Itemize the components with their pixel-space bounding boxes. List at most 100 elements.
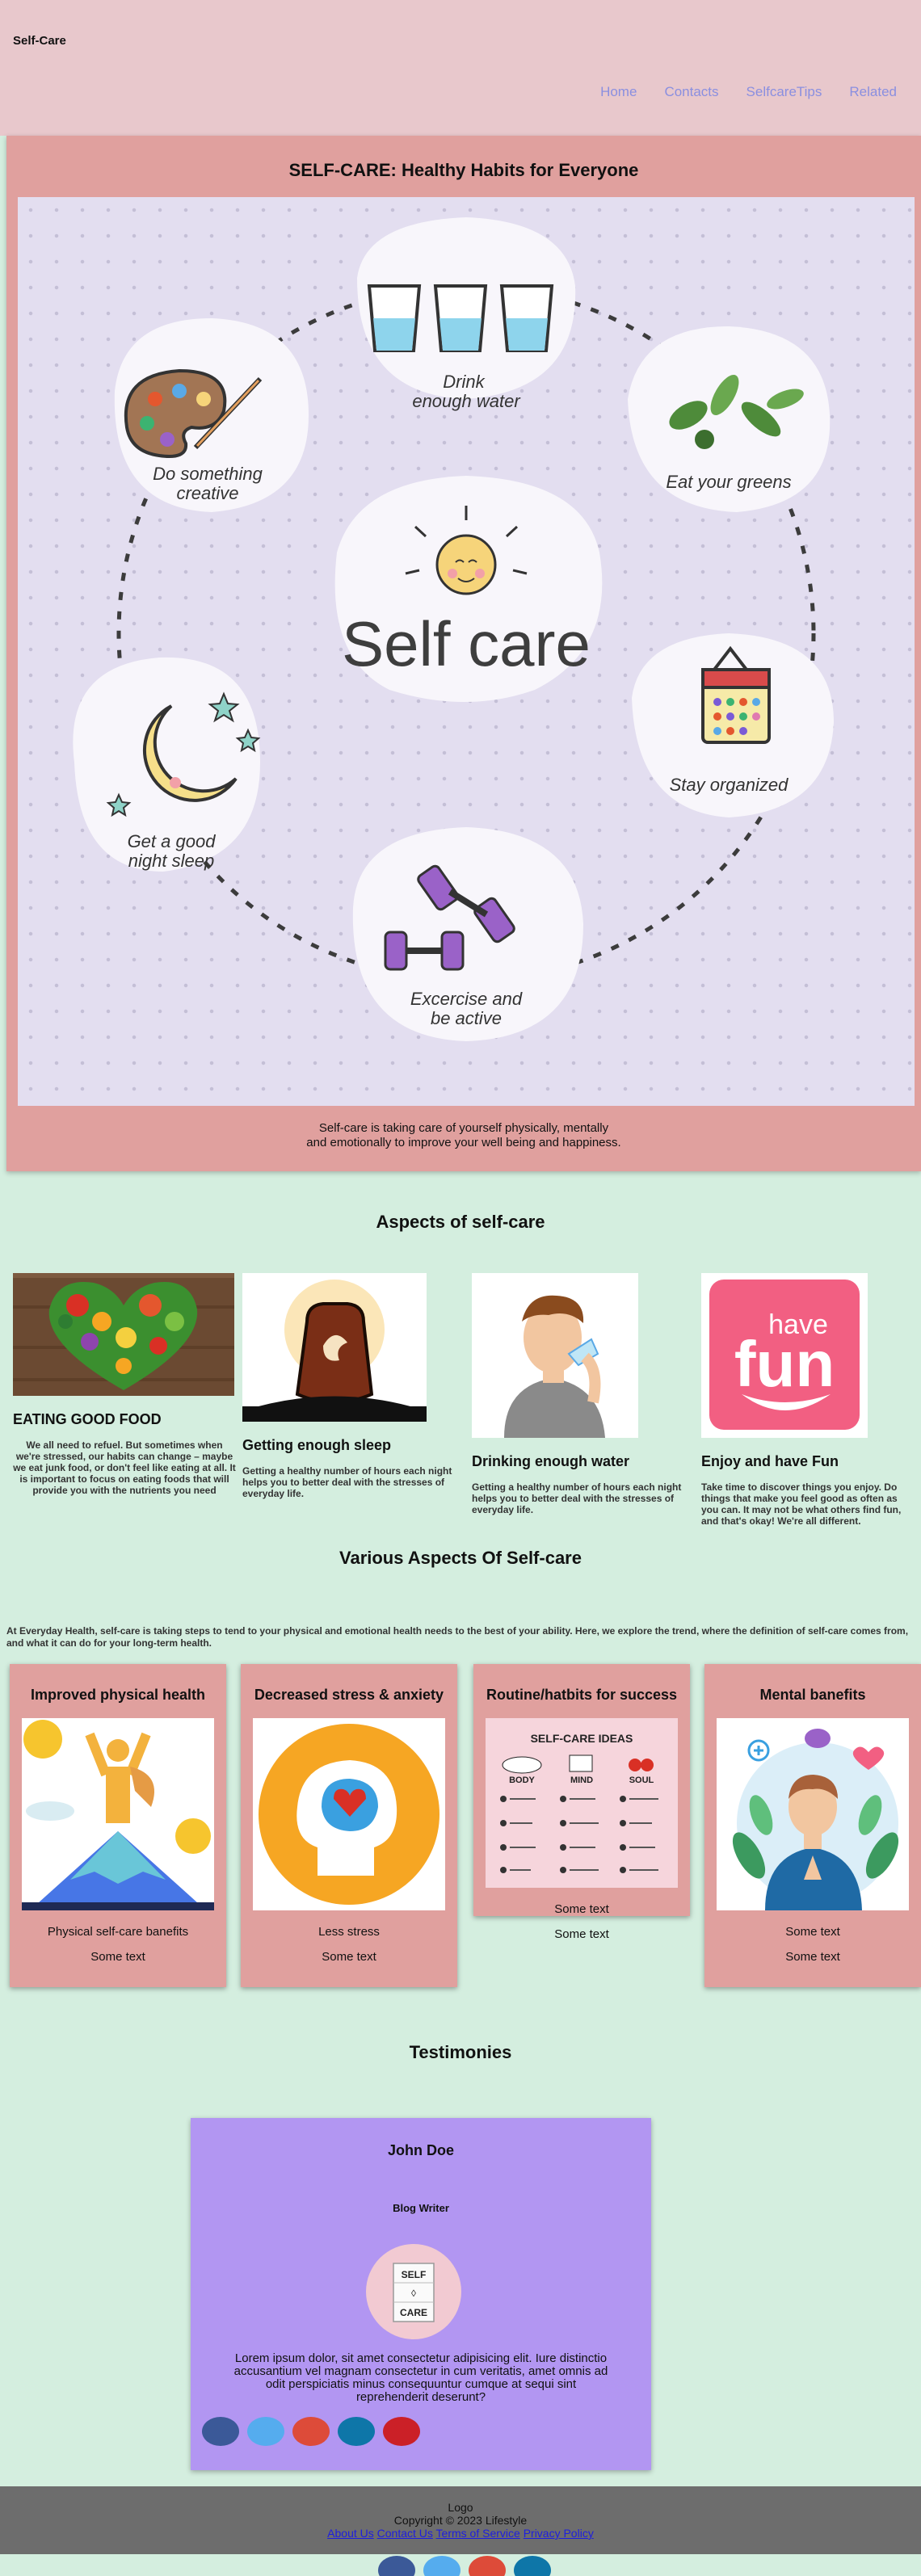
aspect-sleep: Getting enough sleep Getting a healthy n… (242, 1273, 465, 1499)
hero-caption: Self-care is taking care of yourself phy… (6, 1121, 921, 1150)
card-routine-text1: Some text (554, 1902, 609, 1916)
hero-title: SELF-CARE: Healthy Habits for Everyone (288, 160, 639, 180)
card-mental: Mental banefits Some text Some text (704, 1664, 921, 1987)
exercise-label: Excercise and be active (410, 989, 523, 1028)
terms-link[interactable]: Terms of Service (435, 2527, 520, 2540)
head-heart-image (253, 1718, 445, 1910)
self-care-illustration: Self care Drink enough water (18, 197, 915, 1106)
food-heart-image (13, 1273, 234, 1396)
aspect-water-text: Getting a healthy number of hours each n… (472, 1481, 682, 1515)
aspect-sleep-text: Getting a healthy number of hours each n… (242, 1465, 452, 1499)
nav-home[interactable]: Home (600, 84, 637, 99)
hero-caption-line2: and emotionally to improve your well bei… (306, 1136, 621, 1149)
testimonial-role: Blog Writer (393, 2202, 449, 2214)
card-stress: Decreased stress & anxiety Less stress S… (241, 1664, 457, 1987)
various-intro: At Everyday Health, self-care is taking … (6, 1625, 909, 1649)
card-physical-health: Improved physical health Physical self-c… (10, 1664, 226, 1987)
linkedin-icon[interactable] (514, 2556, 551, 2576)
drink-water-label: Drink enough water (412, 372, 521, 411)
aspect-food: EATING GOOD FOOD We all need to refuel. … (13, 1273, 236, 1496)
aspect-fun: have fun Enjoy and have Fun Take time to… (701, 1273, 915, 1527)
card-physical-text2: Some text (90, 1950, 145, 1964)
hero-section: SELF-CARE: Healthy Habits for Everyone S… (6, 136, 921, 1171)
testimonial-socials (202, 2417, 420, 2446)
ideas-col-soul: SOUL (629, 1775, 654, 1785)
sleep-image (242, 1273, 427, 1422)
card-stress-title: Decreased stress & anxiety (254, 1687, 444, 1703)
ideas-title: SELF-CARE IDEAS (531, 1732, 633, 1745)
aspect-water: Drinking enough water Getting a healthy … (472, 1273, 695, 1515)
have-fun-image: have fun (701, 1273, 868, 1438)
have-text: have (768, 1309, 828, 1340)
various-title: Various Aspects Of Self-care (339, 1548, 582, 1568)
card-physical-title: Improved physical health (30, 1687, 206, 1703)
card-mental-title: Mental banefits (759, 1687, 866, 1703)
moon-icon (106, 691, 261, 817)
site-header: Self-Care Home Contacts SelfcareTips Rel… (0, 0, 921, 136)
main-nav: Home Contacts SelfcareTips Related (600, 84, 897, 100)
twitter-icon[interactable] (423, 2556, 460, 2576)
avatar-text-3: CARE (400, 2307, 427, 2318)
organized-item: Stay organized (632, 633, 834, 817)
contact-us-link[interactable]: Contact Us (376, 2527, 433, 2540)
card-stress-text2: Some text (322, 1950, 376, 1964)
leaf-icon (669, 375, 804, 449)
nav-related[interactable]: Related (849, 84, 897, 99)
footer-links: About Us Contact Us Terms of Service Pri… (0, 2527, 921, 2540)
exercise-item: Excercise and be active (352, 827, 583, 1041)
copyright: Copyright © 2023 Lifestyle (393, 2514, 528, 2527)
calendar-icon (701, 645, 771, 744)
hero-caption-line1: Self-care is taking care of yourself phy… (318, 1121, 609, 1135)
palette-icon (124, 368, 263, 458)
aspect-food-text: We all need to refuel. But sometimes whe… (13, 1439, 236, 1496)
avatar: SELF ◊ CARE (366, 2244, 461, 2339)
footer-socials (378, 2556, 551, 2576)
self-care-ideas-image: SELF-CARE IDEAS BODY MIND SOUL (486, 1718, 678, 1888)
sun-icon (405, 506, 528, 595)
site-footer: Logo Copyright © 2023 Lifestyle About Us… (0, 2486, 921, 2554)
meditation-image (717, 1718, 909, 1910)
creative-label: Do something creative (153, 464, 263, 503)
card-routine: Routine/hatbits for success SELF-CARE ID… (473, 1664, 690, 1941)
aspect-food-heading: EATING GOOD FOOD (13, 1411, 162, 1427)
ideas-col-mind: MIND (570, 1775, 593, 1785)
linkedin-icon[interactable] (338, 2417, 375, 2446)
testimonial-name: John Doe (387, 2142, 454, 2158)
google-icon[interactable] (292, 2417, 330, 2446)
testimonial-quote: Lorem ipsum dolor, sit amet consectetur … (233, 2351, 608, 2404)
card-mental-text2: Some text (785, 1950, 840, 1964)
google-icon[interactable] (469, 2556, 506, 2576)
organized-label: Stay organized (670, 775, 789, 795)
aspect-fun-text: Take time to discover things you enjoy. … (701, 1481, 902, 1527)
card-routine-title: Routine/hatbits for success (486, 1687, 678, 1703)
sleep-label: Get a good night sleep (128, 831, 217, 871)
card-mental-text1: Some text (785, 1925, 840, 1939)
dumbbell-icon (384, 864, 515, 971)
aspect-sleep-heading: Getting enough sleep (242, 1437, 392, 1453)
fun-text: fun (734, 1328, 835, 1400)
facebook-icon[interactable] (378, 2556, 415, 2576)
nav-selfcare-tips[interactable]: SelfcareTips (746, 84, 822, 99)
testimonial-card: John Doe Blog Writer SELF ◊ CARE Lorem i… (191, 2118, 651, 2470)
center-label: Self care (342, 608, 591, 679)
drinking-water-image (472, 1273, 638, 1438)
greens-label: Eat your greens (666, 472, 791, 492)
card-stress-text1: Less stress (318, 1925, 380, 1939)
self-care-wheel: Self care Drink enough water (73, 217, 834, 1041)
nav-contacts[interactable]: Contacts (664, 84, 719, 99)
facebook-icon[interactable] (202, 2417, 239, 2446)
aspect-fun-heading: Enjoy and have Fun (701, 1453, 839, 1469)
pinterest-icon[interactable] (383, 2417, 420, 2446)
card-physical-text1: Physical self-care banefits (47, 1925, 189, 1939)
card-routine-text2: Some text (554, 1927, 609, 1941)
twitter-icon[interactable] (247, 2417, 284, 2446)
drink-water-item: Drink enough water (357, 217, 576, 411)
aspect-water-heading: Drinking enough water (472, 1453, 630, 1469)
privacy-link[interactable]: Privacy Policy (523, 2527, 594, 2540)
greens-item: Eat your greens (628, 326, 831, 512)
aspects-title: Aspects of self-care (376, 1212, 545, 1232)
about-us-link[interactable]: About Us (327, 2527, 374, 2540)
avatar-text-2: ◊ (411, 2288, 416, 2299)
sleep-item: Get a good night sleep (73, 657, 261, 872)
brand-name[interactable]: Self-Care (13, 34, 66, 48)
